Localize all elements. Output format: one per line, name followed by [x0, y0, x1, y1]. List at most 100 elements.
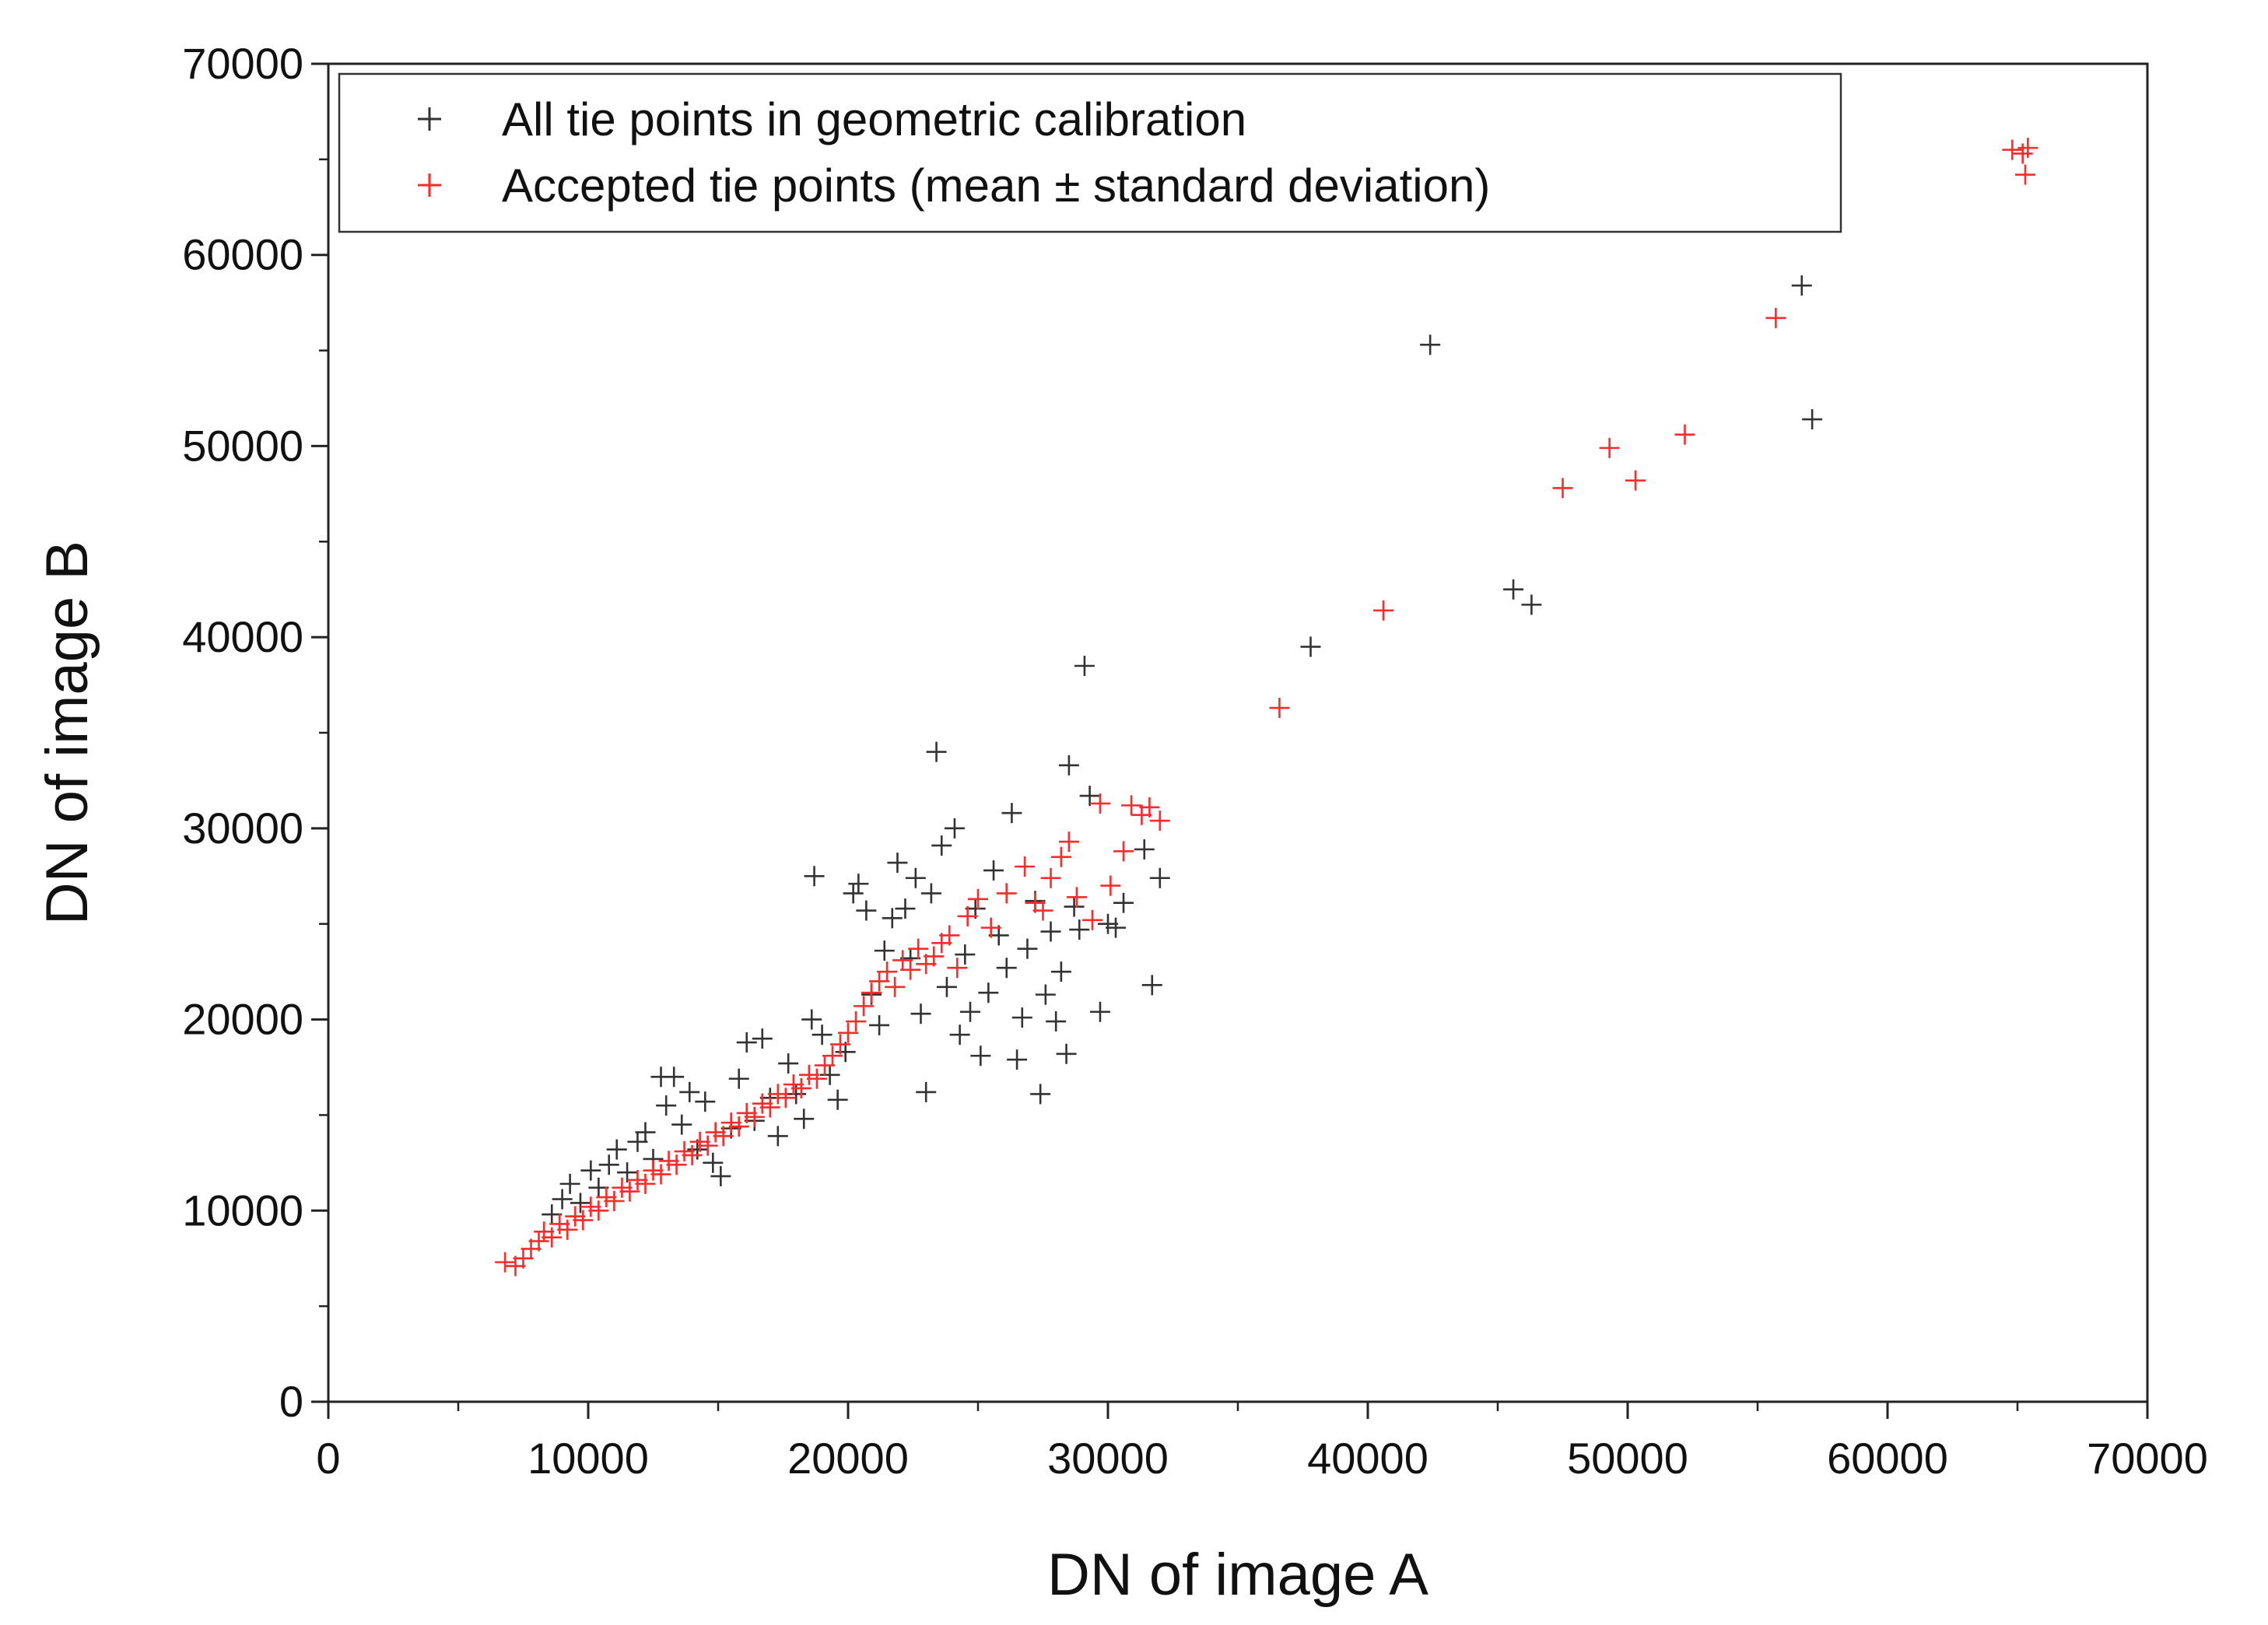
data-point [895, 898, 916, 919]
data-point [1058, 755, 1079, 776]
data-point [1035, 984, 1056, 1005]
data-point [1121, 795, 1142, 816]
data-point [996, 883, 1017, 904]
data-point [1058, 832, 1079, 853]
data-point [1503, 579, 1524, 600]
data-point [939, 925, 960, 946]
data-point [910, 1003, 931, 1024]
data-point [682, 1145, 703, 1166]
data-point [752, 1028, 773, 1049]
data-point [1149, 867, 1170, 888]
x-tick-label: 50000 [1567, 1434, 1688, 1483]
legend-item-accepted-tie-points: Accepted tie points (mean ± standard dev… [418, 159, 1490, 212]
data-point [635, 1173, 656, 1194]
data-point [947, 958, 968, 979]
data-point [617, 1162, 638, 1183]
data-point [627, 1131, 648, 1152]
data-point [767, 1126, 788, 1147]
data-point [1269, 698, 1290, 719]
data-point [1074, 656, 1095, 676]
data-point [565, 1206, 586, 1227]
data-point [1765, 307, 1786, 328]
data-point [1015, 856, 1036, 877]
data-point [542, 1204, 563, 1225]
data-point [1300, 636, 1321, 657]
y-tick-label: 0 [279, 1377, 303, 1426]
data-point [869, 1014, 890, 1035]
data-point [775, 1087, 796, 1108]
data-point [1599, 437, 1620, 458]
data-point [980, 917, 1001, 938]
series-1 [495, 138, 2038, 1277]
data-point [944, 818, 965, 839]
data-point [814, 1055, 835, 1076]
data-point [843, 883, 864, 904]
data-point [588, 1200, 609, 1221]
x-tick-label: 60000 [1827, 1434, 1948, 1483]
data-point [957, 905, 978, 926]
data-point [643, 1160, 664, 1181]
data-point [874, 940, 895, 961]
data-point [658, 1150, 679, 1171]
data-point [689, 1131, 710, 1152]
data-point [767, 1084, 788, 1105]
data-point [2002, 139, 2023, 160]
data-point [759, 1097, 780, 1118]
data-point [924, 946, 945, 967]
data-point [552, 1189, 573, 1210]
data-point [1149, 811, 1170, 832]
data-point [2012, 143, 2033, 164]
data-point [650, 1164, 671, 1185]
data-point [557, 1219, 578, 1240]
x-tick-label: 70000 [2087, 1434, 2208, 1483]
y-tick-label: 20000 [182, 995, 303, 1044]
data-point [916, 1081, 937, 1102]
data-point [1030, 1084, 1051, 1105]
y-tick-label: 40000 [182, 612, 303, 661]
y-tick-label: 30000 [182, 804, 303, 853]
data-point [1066, 887, 1087, 908]
data-point [596, 1187, 617, 1208]
data-point [854, 996, 875, 1017]
data-point [720, 1112, 741, 1133]
data-point [612, 1177, 633, 1198]
data-point [1420, 334, 1441, 355]
data-point [674, 1141, 695, 1162]
data-point [736, 1102, 757, 1123]
data-point [1079, 786, 1100, 807]
data-point [877, 961, 898, 982]
data-point [798, 1064, 819, 1085]
data-point [931, 835, 952, 856]
data-point [848, 874, 869, 895]
data-point [806, 1068, 827, 1089]
data-point [1141, 975, 1162, 996]
data-point [1032, 900, 1053, 921]
data-point [1674, 424, 1695, 445]
plot-area [327, 62, 2149, 1403]
data-point [1139, 797, 1160, 818]
data-point [968, 888, 988, 909]
data-point [671, 1114, 692, 1135]
data-point [1040, 867, 1061, 888]
x-tick-label: 30000 [1047, 1434, 1169, 1483]
legend: All tie points in geometric calibration … [338, 72, 1842, 233]
data-point [1017, 938, 1038, 959]
data-point [710, 1166, 731, 1187]
y-tick-label: 10000 [182, 1185, 303, 1235]
data-point [1134, 839, 1155, 860]
x-axis: 0 10000 20000 30000 40000 50000 60000 70000 [316, 1402, 2208, 1483]
y-tick-label: 60000 [182, 230, 303, 279]
legend-box [338, 72, 1842, 233]
data-point [869, 971, 890, 992]
data-point [580, 1160, 601, 1181]
data-point [936, 976, 957, 997]
data-point [744, 1106, 765, 1127]
data-point [542, 1227, 563, 1248]
legend-label-accepted-tie-points: Accepted tie points (mean ± standard dev… [502, 159, 1490, 212]
data-point [804, 866, 825, 887]
data-point [664, 1066, 685, 1087]
data-point [856, 900, 877, 921]
data-point [983, 860, 1004, 881]
data-point [736, 1032, 757, 1053]
data-point [528, 1231, 549, 1252]
